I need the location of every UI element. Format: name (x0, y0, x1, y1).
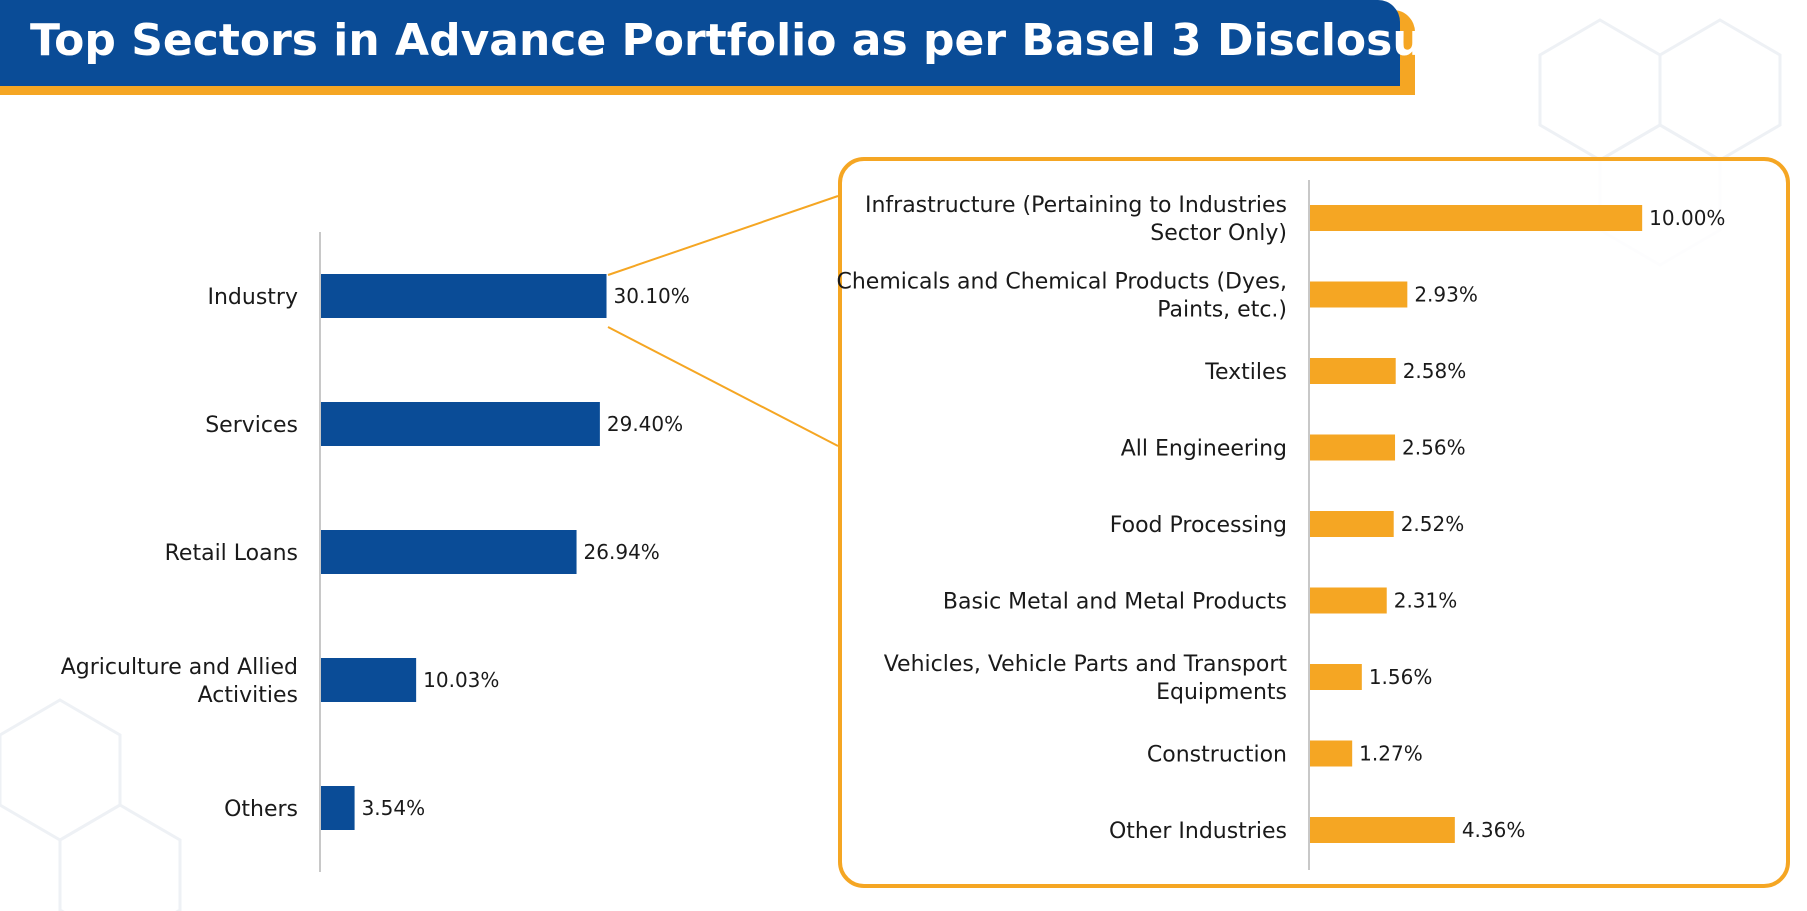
value-label-2: 26.94% (584, 540, 660, 564)
category-label-2: Textiles (1204, 360, 1287, 385)
category-label-0: Industry (208, 285, 299, 310)
value-label-1: 2.93% (1414, 283, 1478, 307)
category-label-4: Food Processing (1110, 513, 1287, 538)
category-label-3: All Engineering (1121, 437, 1287, 462)
value-label-0: 10.00% (1649, 206, 1725, 230)
bar-8 (1310, 817, 1455, 843)
bar-7 (1310, 740, 1353, 767)
category-label-1-line-0: Chemicals and Chemical Products (Dyes, (837, 270, 1288, 295)
value-label-6: 1.56% (1369, 665, 1433, 689)
bar-3 (1310, 434, 1396, 461)
value-label-0: 30.10% (614, 284, 690, 308)
category-label-1: Services (205, 413, 298, 438)
bar-3 (321, 658, 417, 702)
bar-1 (321, 402, 600, 446)
value-label-3: 10.03% (423, 668, 499, 692)
bar-2 (1310, 358, 1396, 384)
category-label-1-line-1: Paints, etc.) (1157, 298, 1287, 323)
category-label-4: Others (224, 797, 298, 822)
category-label-6-line-1: Equipments (1156, 680, 1287, 705)
bar-5 (1310, 587, 1387, 614)
bar-0 (321, 274, 607, 318)
category-label-5: Basic Metal and Metal Products (943, 590, 1287, 615)
bar-4 (1310, 511, 1394, 537)
title-band: Top Sectors in Advance Portfolio as per … (0, 0, 1499, 86)
bar-1 (1310, 281, 1408, 308)
value-label-5: 2.31% (1394, 589, 1458, 613)
category-label-2: Retail Loans (165, 541, 298, 566)
category-label-6-line-0: Vehicles, Vehicle Parts and Transport (884, 652, 1288, 677)
value-label-1: 29.40% (607, 412, 683, 436)
bar-0 (1310, 205, 1643, 231)
page-title: Top Sectors in Advance Portfolio as per … (30, 11, 1499, 67)
value-label-2: 2.58% (1403, 359, 1467, 383)
category-label-7: Construction (1147, 743, 1287, 768)
bar-2 (321, 530, 577, 574)
value-label-3: 2.56% (1402, 436, 1466, 460)
value-label-4: 2.52% (1401, 512, 1465, 536)
bar-6 (1310, 664, 1362, 690)
value-label-7: 1.27% (1359, 742, 1423, 766)
category-label-8: Other Industries (1109, 819, 1287, 844)
category-label-3-line-1: Activities (198, 683, 298, 708)
category-label-0-line-1: Sector Only) (1150, 221, 1287, 246)
value-label-8: 4.36% (1462, 818, 1526, 842)
bar-4 (321, 786, 355, 830)
value-label-4: 3.54% (362, 796, 426, 820)
title-footnote-mark: # (1475, 11, 1499, 44)
category-label-0-line-0: Infrastructure (Pertaining to Industries (865, 193, 1287, 218)
category-label-3-line-0: Agriculture and Allied (61, 655, 298, 680)
